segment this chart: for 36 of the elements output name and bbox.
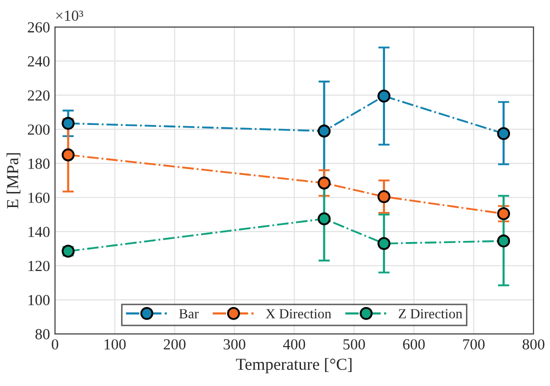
legend-label: Bar — [179, 309, 199, 318]
point — [318, 176, 331, 190]
x-axis-title: Temperature [°C] — [236, 358, 352, 374]
x-tick-label: 0 — [52, 339, 58, 350]
legend-label: X Direction — [266, 309, 332, 318]
y-tick-label: 220 — [28, 90, 50, 101]
point — [378, 237, 390, 250]
x-tick-label: 700 — [463, 339, 485, 350]
y-axis-title: E [MPa] — [6, 153, 20, 208]
y-tick-label: 180 — [28, 158, 50, 169]
point — [318, 212, 331, 226]
y-tick-label: 100 — [28, 294, 50, 306]
text: ×10³ — [56, 10, 84, 21]
point — [318, 124, 331, 138]
point — [378, 90, 390, 103]
x-tick-label: 400 — [283, 339, 306, 350]
x-tick-label: 800 — [522, 339, 544, 350]
y-tick-label: 80 — [35, 329, 50, 340]
y-tick-label: 200 — [28, 124, 50, 135]
y-tick-label: 260 — [28, 22, 50, 32]
x-tick-label: 200 — [164, 339, 186, 350]
point — [378, 190, 390, 204]
y-tick-label: 160 — [28, 192, 50, 203]
y-tick-label: 140 — [28, 226, 50, 238]
legend-label: Z Direction — [398, 309, 462, 318]
point — [497, 207, 510, 220]
x-tick-label: 100 — [104, 339, 126, 350]
x-tick-label: 300 — [224, 339, 246, 350]
point — [497, 127, 510, 140]
x-tick-label: 500 — [343, 339, 365, 350]
point — [62, 116, 75, 130]
x-tick-label: 600 — [403, 339, 425, 350]
y-tick-label: 120 — [28, 260, 50, 272]
y-tick-label: 240 — [28, 56, 50, 67]
point — [497, 234, 510, 248]
point — [62, 148, 75, 162]
